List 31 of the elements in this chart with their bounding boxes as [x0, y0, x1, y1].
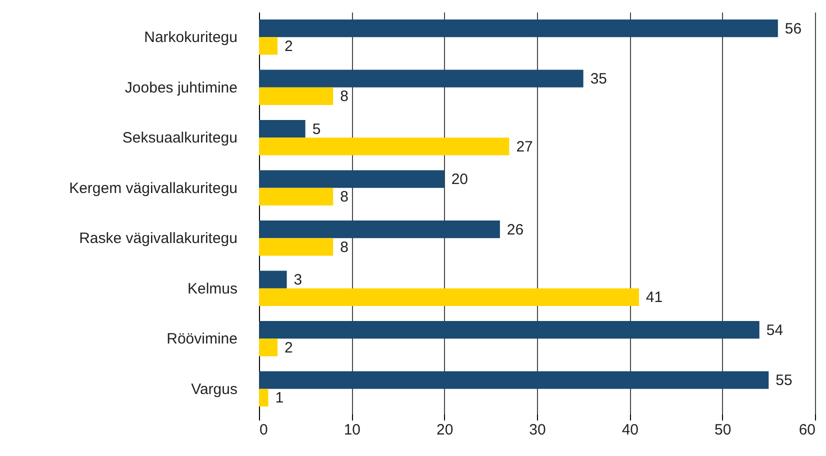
x-tick-label: 50: [714, 422, 732, 438]
x-tick-label: 60: [798, 422, 816, 438]
x-tick-label: 30: [529, 422, 546, 438]
y-tick-label: Röövimine: [166, 330, 238, 348]
data-label: 35: [590, 70, 608, 88]
data-label: 54: [766, 322, 784, 339]
y-tick-label: Vargus: [191, 380, 238, 398]
data-label: 5: [312, 120, 321, 138]
data-label: 8: [340, 188, 348, 206]
data-label: 8: [340, 238, 348, 256]
x-tick-label: 0: [260, 422, 268, 438]
data-label: 8: [340, 88, 348, 106]
y-tick-label: Kelmus: [187, 280, 238, 298]
y-tick-label: Narkokuritegu: [144, 29, 238, 46]
data-label: 20: [451, 171, 468, 188]
y-tick-label: Joobes juhtimine: [124, 79, 238, 96]
x-tick-label: 10: [344, 422, 361, 438]
y-tick-label: Seksuaalkuritegu: [122, 130, 238, 147]
y-tick-label: Kergem vägivallakuritegu: [69, 180, 238, 197]
data-label: 1: [275, 390, 284, 407]
y-tick-label: Raske vägivallakuritegu: [79, 230, 238, 248]
data-label: 3: [294, 272, 302, 289]
data-label: 41: [646, 289, 663, 306]
x-tick-label: 40: [622, 422, 639, 438]
data-label: 55: [776, 372, 792, 390]
data-label: 27: [516, 138, 533, 156]
x-tick-label: 20: [436, 422, 454, 438]
data-label: 26: [506, 221, 524, 238]
data-label: 56: [784, 20, 802, 38]
data-label: 2: [284, 339, 293, 356]
data-label: 2: [284, 38, 293, 55]
